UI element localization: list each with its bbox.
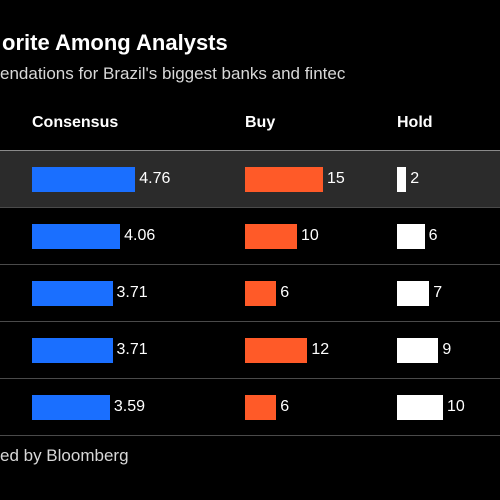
table-row: 4.06 10 6 bbox=[0, 208, 500, 265]
table-row: 3.71 6 7 bbox=[0, 265, 500, 322]
source-note: ed by Bloomberg bbox=[0, 446, 129, 465]
buy-value-label: 12 bbox=[311, 341, 330, 358]
consensus-value-label: 3.71 bbox=[116, 341, 148, 358]
buy-bar bbox=[245, 281, 277, 306]
hold-bar bbox=[397, 224, 425, 249]
consensus-bar bbox=[32, 281, 113, 306]
hold-value-label: 6 bbox=[428, 227, 438, 244]
buy-value-label: 6 bbox=[280, 398, 290, 415]
table-row: 4.76 15 2 bbox=[0, 151, 500, 208]
consensus-value-label: 4.76 bbox=[139, 170, 171, 187]
consensus-value-label: 4.06 bbox=[124, 227, 156, 244]
header-rule bbox=[0, 150, 500, 151]
hold-bar bbox=[397, 395, 443, 420]
hold-bar bbox=[397, 338, 439, 363]
consensus-bar bbox=[32, 167, 136, 192]
buy-bar bbox=[245, 395, 277, 420]
table-row: 3.59 6 10 bbox=[0, 379, 500, 436]
column-header-consensus: Consensus bbox=[32, 114, 119, 131]
consensus-bar bbox=[32, 338, 113, 363]
column-header-hold: Hold bbox=[397, 114, 433, 131]
hold-value-label: 9 bbox=[442, 341, 452, 358]
buy-bar bbox=[245, 224, 297, 249]
buy-value-label: 15 bbox=[327, 170, 345, 187]
consensus-bar bbox=[32, 395, 110, 420]
chart-title: orite Among Analysts bbox=[2, 30, 228, 55]
consensus-bar bbox=[32, 224, 121, 249]
chart-subtitle: endations for Brazil's biggest banks and… bbox=[0, 64, 346, 83]
hold-bar bbox=[397, 281, 430, 306]
column-header-buy: Buy bbox=[245, 114, 276, 131]
hold-value-label: 2 bbox=[410, 170, 420, 187]
buy-value-label: 10 bbox=[301, 227, 319, 244]
consensus-value-label: 3.59 bbox=[113, 398, 146, 415]
hold-value-label: 7 bbox=[433, 284, 443, 301]
hold-bar bbox=[397, 167, 407, 192]
table-row: 3.71 12 9 bbox=[0, 322, 500, 379]
consensus-value-label: 3.71 bbox=[116, 284, 148, 301]
buy-bar bbox=[245, 167, 323, 192]
hold-value-label: 10 bbox=[447, 398, 465, 415]
buy-value-label: 6 bbox=[280, 284, 290, 301]
buy-bar bbox=[245, 338, 308, 363]
